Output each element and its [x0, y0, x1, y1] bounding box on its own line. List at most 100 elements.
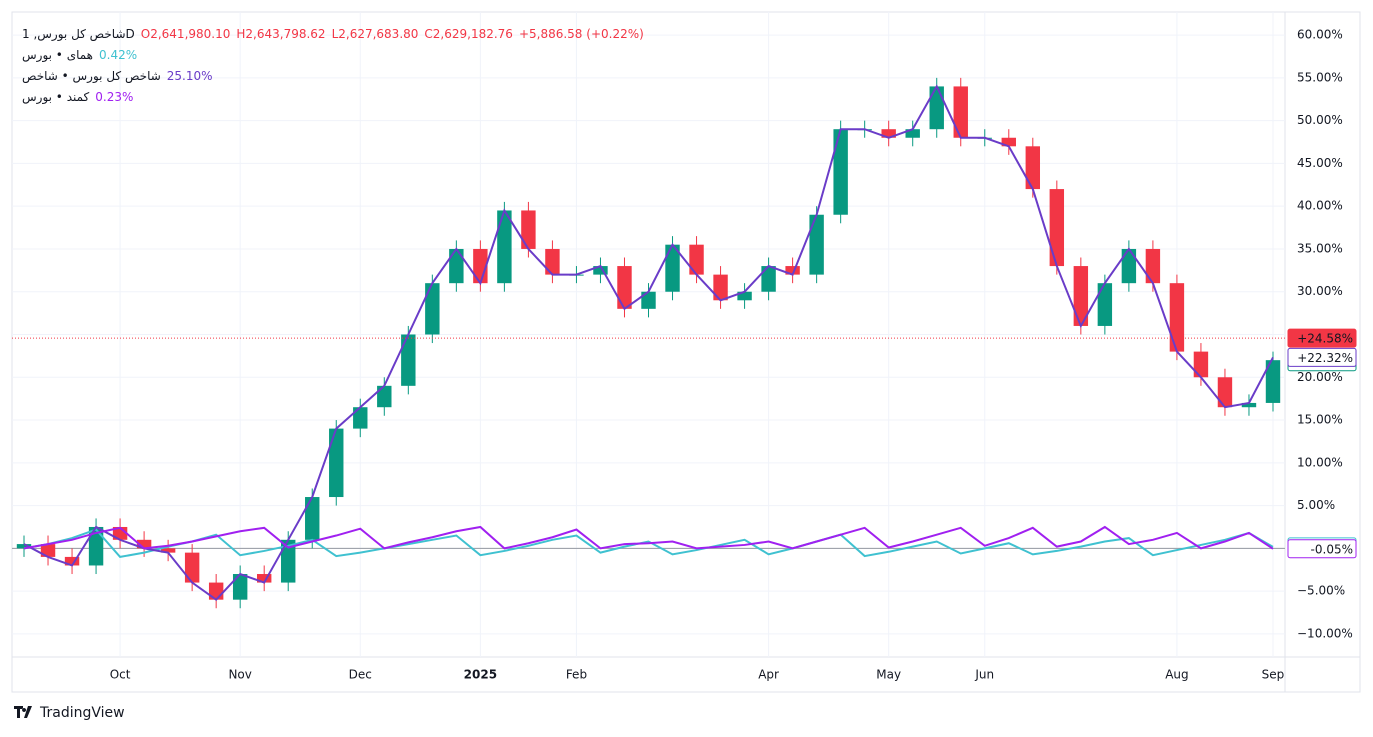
chart-frame [11, 11, 1361, 693]
candle-body [593, 266, 608, 275]
candle-body [1217, 377, 1233, 408]
brand-logo [14, 706, 32, 718]
candle-body [761, 266, 776, 292]
candle-body [785, 266, 800, 275]
candle-body [905, 129, 920, 138]
legend-row: شاخص کل بورس, 1D O2,641,980.10 H2,643,79… [22, 24, 644, 45]
legend-row: شاخص کل بورس • شاخص 25.10% [22, 66, 644, 87]
candle-body [713, 274, 728, 301]
candle-body [1121, 248, 1137, 284]
y-tick-label: 20.00% [1297, 370, 1343, 384]
candle-body [689, 244, 704, 275]
last-value-label: -0.05% [1311, 542, 1353, 556]
x-tick-label: Sep [1262, 668, 1285, 682]
candle-body [64, 556, 80, 566]
x-tick-label: 2025 [464, 668, 497, 682]
series-line [23, 525, 1274, 550]
candle-body [833, 129, 848, 215]
candle-body [1169, 283, 1185, 352]
last-value-box [1287, 347, 1357, 367]
ohlc: O2,641,980.10 [140, 27, 231, 41]
brand-name: TradingView [40, 705, 125, 721]
candle-body [40, 544, 56, 557]
candle-body [881, 129, 896, 138]
chart-title: شاخص کل بورس, 1D [22, 27, 135, 41]
candle-body [521, 210, 536, 249]
candle-body [1097, 283, 1113, 326]
candle-body [1001, 137, 1016, 147]
y-tick-label: 40.00% [1297, 199, 1343, 213]
y-tick-label: 30.00% [1297, 284, 1343, 298]
legend-value: 25.10% [166, 69, 213, 83]
legend-name: همای • بورس [22, 48, 94, 62]
legend-row: همای • بورس 0.42% [22, 45, 644, 66]
x-tick-label: Aug [1165, 668, 1188, 682]
axis: 60.00% 55.00% 50.00% 45.00% 40.00% 35.00% 30.0… [110, 28, 1357, 682]
candle-body [377, 385, 392, 408]
candle-body [305, 497, 320, 540]
y-tick-label: 10.00% [1297, 455, 1343, 469]
x-tick-label: Dec [349, 668, 372, 682]
y-tick-label: 35.00% [1297, 241, 1343, 255]
candle-body [953, 86, 968, 138]
change: +5,886.58 (+0.22%) [518, 27, 644, 41]
candle-body [232, 574, 248, 600]
last-value-box [1287, 539, 1357, 559]
x-tick-label: May [876, 668, 901, 682]
candle-body [641, 291, 656, 309]
candle-body [617, 266, 632, 309]
x-tick-label: Nov [228, 668, 251, 682]
candle-body [1073, 266, 1089, 326]
candle-body [425, 283, 440, 335]
candle-body [1241, 402, 1257, 408]
candle-body [1265, 360, 1281, 403]
y-tick-label: 45.00% [1297, 156, 1343, 170]
candle-body [353, 407, 368, 429]
candle-body [16, 544, 32, 549]
x-tick-label: Jun [974, 668, 994, 682]
legend-name: کمند • بورس [22, 90, 90, 104]
ohlc: H2,643,798.62 [236, 27, 326, 41]
y-tick-label: −10.00% [1297, 626, 1353, 640]
candle-body [329, 428, 344, 498]
y-tick-label: 50.00% [1297, 113, 1343, 127]
legend-name: شاخص کل بورس • شاخص [22, 69, 161, 83]
y-tick-label: 5.00% [1297, 498, 1335, 512]
last-value-label: +24.58% [1297, 332, 1353, 346]
candle-body [1025, 146, 1041, 190]
y-tick-label: −5.00% [1297, 584, 1345, 598]
candle-body [281, 539, 296, 583]
brand: TradingView [14, 705, 125, 721]
candle-body [401, 334, 416, 386]
legend: شاخص کل بورس, 1D O2,641,980.10 H2,643,79… [22, 24, 644, 108]
plot [12, 77, 1285, 609]
ohlc: C2,629,182.76 [424, 27, 513, 41]
candle-body [929, 86, 944, 130]
candle-body [136, 539, 152, 549]
candle-body [1145, 248, 1161, 284]
y-tick-label: 55.00% [1297, 70, 1343, 84]
candle-body [545, 248, 560, 275]
x-tick-label: Oct [110, 668, 131, 682]
series-line [23, 528, 1274, 558]
series-line [23, 84, 1274, 602]
candle-body [665, 244, 680, 292]
grid [12, 12, 1285, 657]
y-tick-label: 60.00% [1297, 28, 1343, 42]
ohlc: L2,627,683.80 [331, 27, 419, 41]
candle-body [497, 210, 512, 284]
candle-body [1049, 189, 1065, 267]
candle-body [1193, 351, 1209, 378]
candle-body [256, 574, 272, 583]
x-tick-label: Apr [758, 668, 779, 682]
candle-body [449, 248, 464, 284]
legend-value: 0.23% [95, 90, 134, 104]
last-value-label: +22.32% [1297, 351, 1353, 365]
last-value-box [1287, 328, 1357, 348]
x-tick-label: Feb [566, 668, 587, 682]
candle-body [737, 291, 752, 301]
candle-body [809, 214, 824, 275]
legend-row: کمند • بورس 0.23% [22, 87, 644, 108]
candle-body [88, 526, 104, 566]
